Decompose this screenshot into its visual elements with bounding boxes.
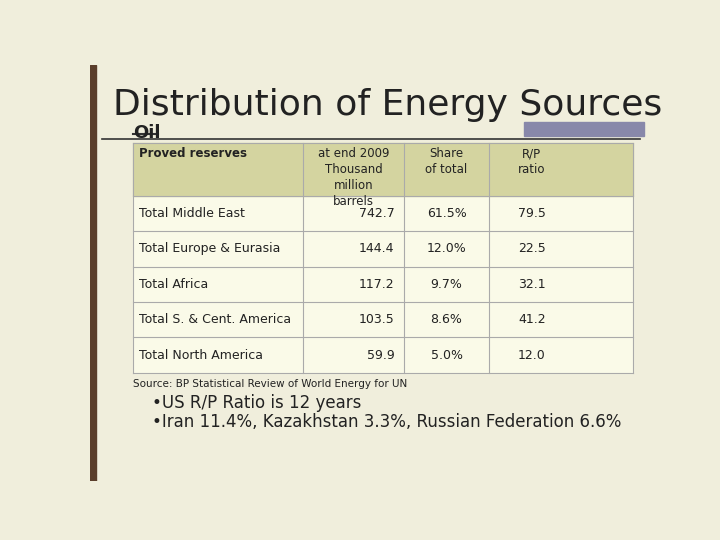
Text: •US R/P Ratio is 12 years: •US R/P Ratio is 12 years: [152, 394, 361, 413]
Text: 61.5%: 61.5%: [427, 207, 467, 220]
Text: Proved reserves: Proved reserves: [139, 147, 247, 160]
Text: •Iran 11.4%, Kazakhstan 3.3%, Russian Federation 6.6%: •Iran 11.4%, Kazakhstan 3.3%, Russian Fe…: [152, 413, 621, 431]
Text: 8.6%: 8.6%: [431, 313, 462, 326]
Bar: [90, 65, 96, 481]
Text: 79.5: 79.5: [518, 207, 546, 220]
Text: Oil: Oil: [132, 124, 160, 142]
Text: 103.5: 103.5: [359, 313, 395, 326]
Text: 12.0: 12.0: [518, 349, 546, 362]
Text: Total Africa: Total Africa: [139, 278, 208, 291]
Text: 9.7%: 9.7%: [431, 278, 462, 291]
Bar: [132, 143, 632, 195]
Text: Share
of total: Share of total: [426, 147, 467, 176]
Bar: [524, 122, 644, 136]
Text: Total S. & Cent. America: Total S. & Cent. America: [139, 313, 291, 326]
Text: R/P
ratio: R/P ratio: [518, 147, 546, 176]
Text: 742.7: 742.7: [359, 207, 395, 220]
Text: 59.9: 59.9: [366, 349, 395, 362]
Text: Source: BP Statistical Review of World Energy for UN: Source: BP Statistical Review of World E…: [132, 379, 407, 389]
Text: 22.5: 22.5: [518, 242, 546, 255]
Text: Total Europe & Eurasia: Total Europe & Eurasia: [139, 242, 280, 255]
Text: 144.4: 144.4: [359, 242, 395, 255]
Bar: [132, 143, 632, 373]
Text: 32.1: 32.1: [518, 278, 546, 291]
Text: 5.0%: 5.0%: [431, 349, 462, 362]
Text: Total Middle East: Total Middle East: [139, 207, 245, 220]
Text: 117.2: 117.2: [359, 278, 395, 291]
Text: Distribution of Energy Sources: Distribution of Energy Sources: [113, 88, 662, 122]
Text: at end 2009
Thousand
million
barrels: at end 2009 Thousand million barrels: [318, 147, 390, 208]
Text: 41.2: 41.2: [518, 313, 546, 326]
Text: Total North America: Total North America: [139, 349, 263, 362]
Text: 12.0%: 12.0%: [427, 242, 467, 255]
